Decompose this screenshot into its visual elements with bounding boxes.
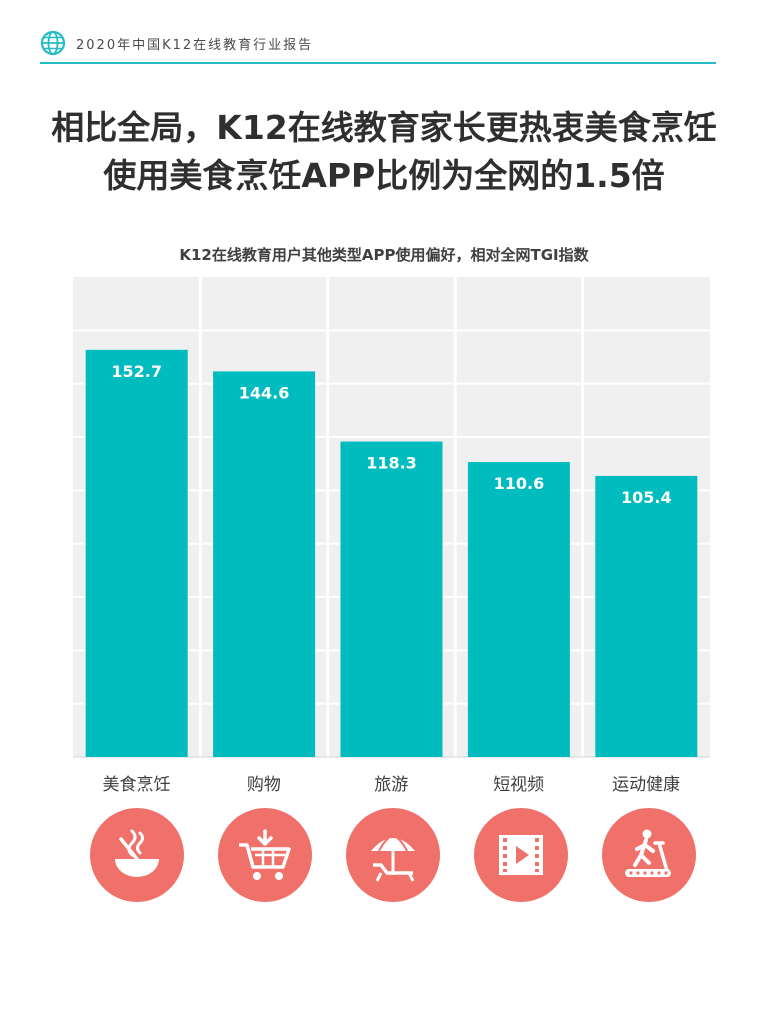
bar (85, 349, 188, 757)
treadmill-icon (602, 808, 696, 902)
report-title: 2020年中国K12在线教育行业报告 (76, 38, 314, 53)
report-header: 2020年中国K12在线教育行业报告 (40, 28, 716, 64)
bar-value-label: 110.6 (494, 474, 545, 493)
category-label: 运动健康 (612, 775, 681, 795)
bar-value-label: 118.3 (366, 454, 417, 473)
page-headline: 相比全局，K12在线教育家长更热衷美食烹饪 使用美食烹饪APP比例为全网的1.5… (20, 104, 748, 200)
headline-line-2: 使用美食烹饪APP比例为全网的1.5倍 (103, 156, 665, 195)
beach-umbrella-icon (346, 808, 440, 902)
bar-value-label: 152.7 (111, 362, 162, 381)
cooking-bowl-icon (90, 808, 184, 902)
bar (340, 441, 443, 757)
category-label: 短视频 (493, 775, 545, 795)
video-film-icon (474, 808, 568, 902)
bar (595, 475, 698, 757)
bar (213, 371, 316, 757)
bar-value-label: 105.4 (621, 488, 672, 507)
headline-line-1: 相比全局，K12在线教育家长更热衷美食烹饪 (51, 108, 717, 147)
bar-value-label: 144.6 (239, 383, 290, 402)
globe-icon (40, 30, 66, 56)
header-divider (40, 62, 716, 64)
category-label: 美食烹饪 (102, 775, 171, 795)
bar (467, 462, 570, 757)
chart-title: K12在线教育用户其他类型APP使用偏好，相对全网TGI指数 (179, 246, 589, 264)
category-label: 购物 (246, 775, 281, 795)
category-label: 旅游 (374, 775, 409, 795)
shopping-cart-icon (218, 808, 312, 902)
